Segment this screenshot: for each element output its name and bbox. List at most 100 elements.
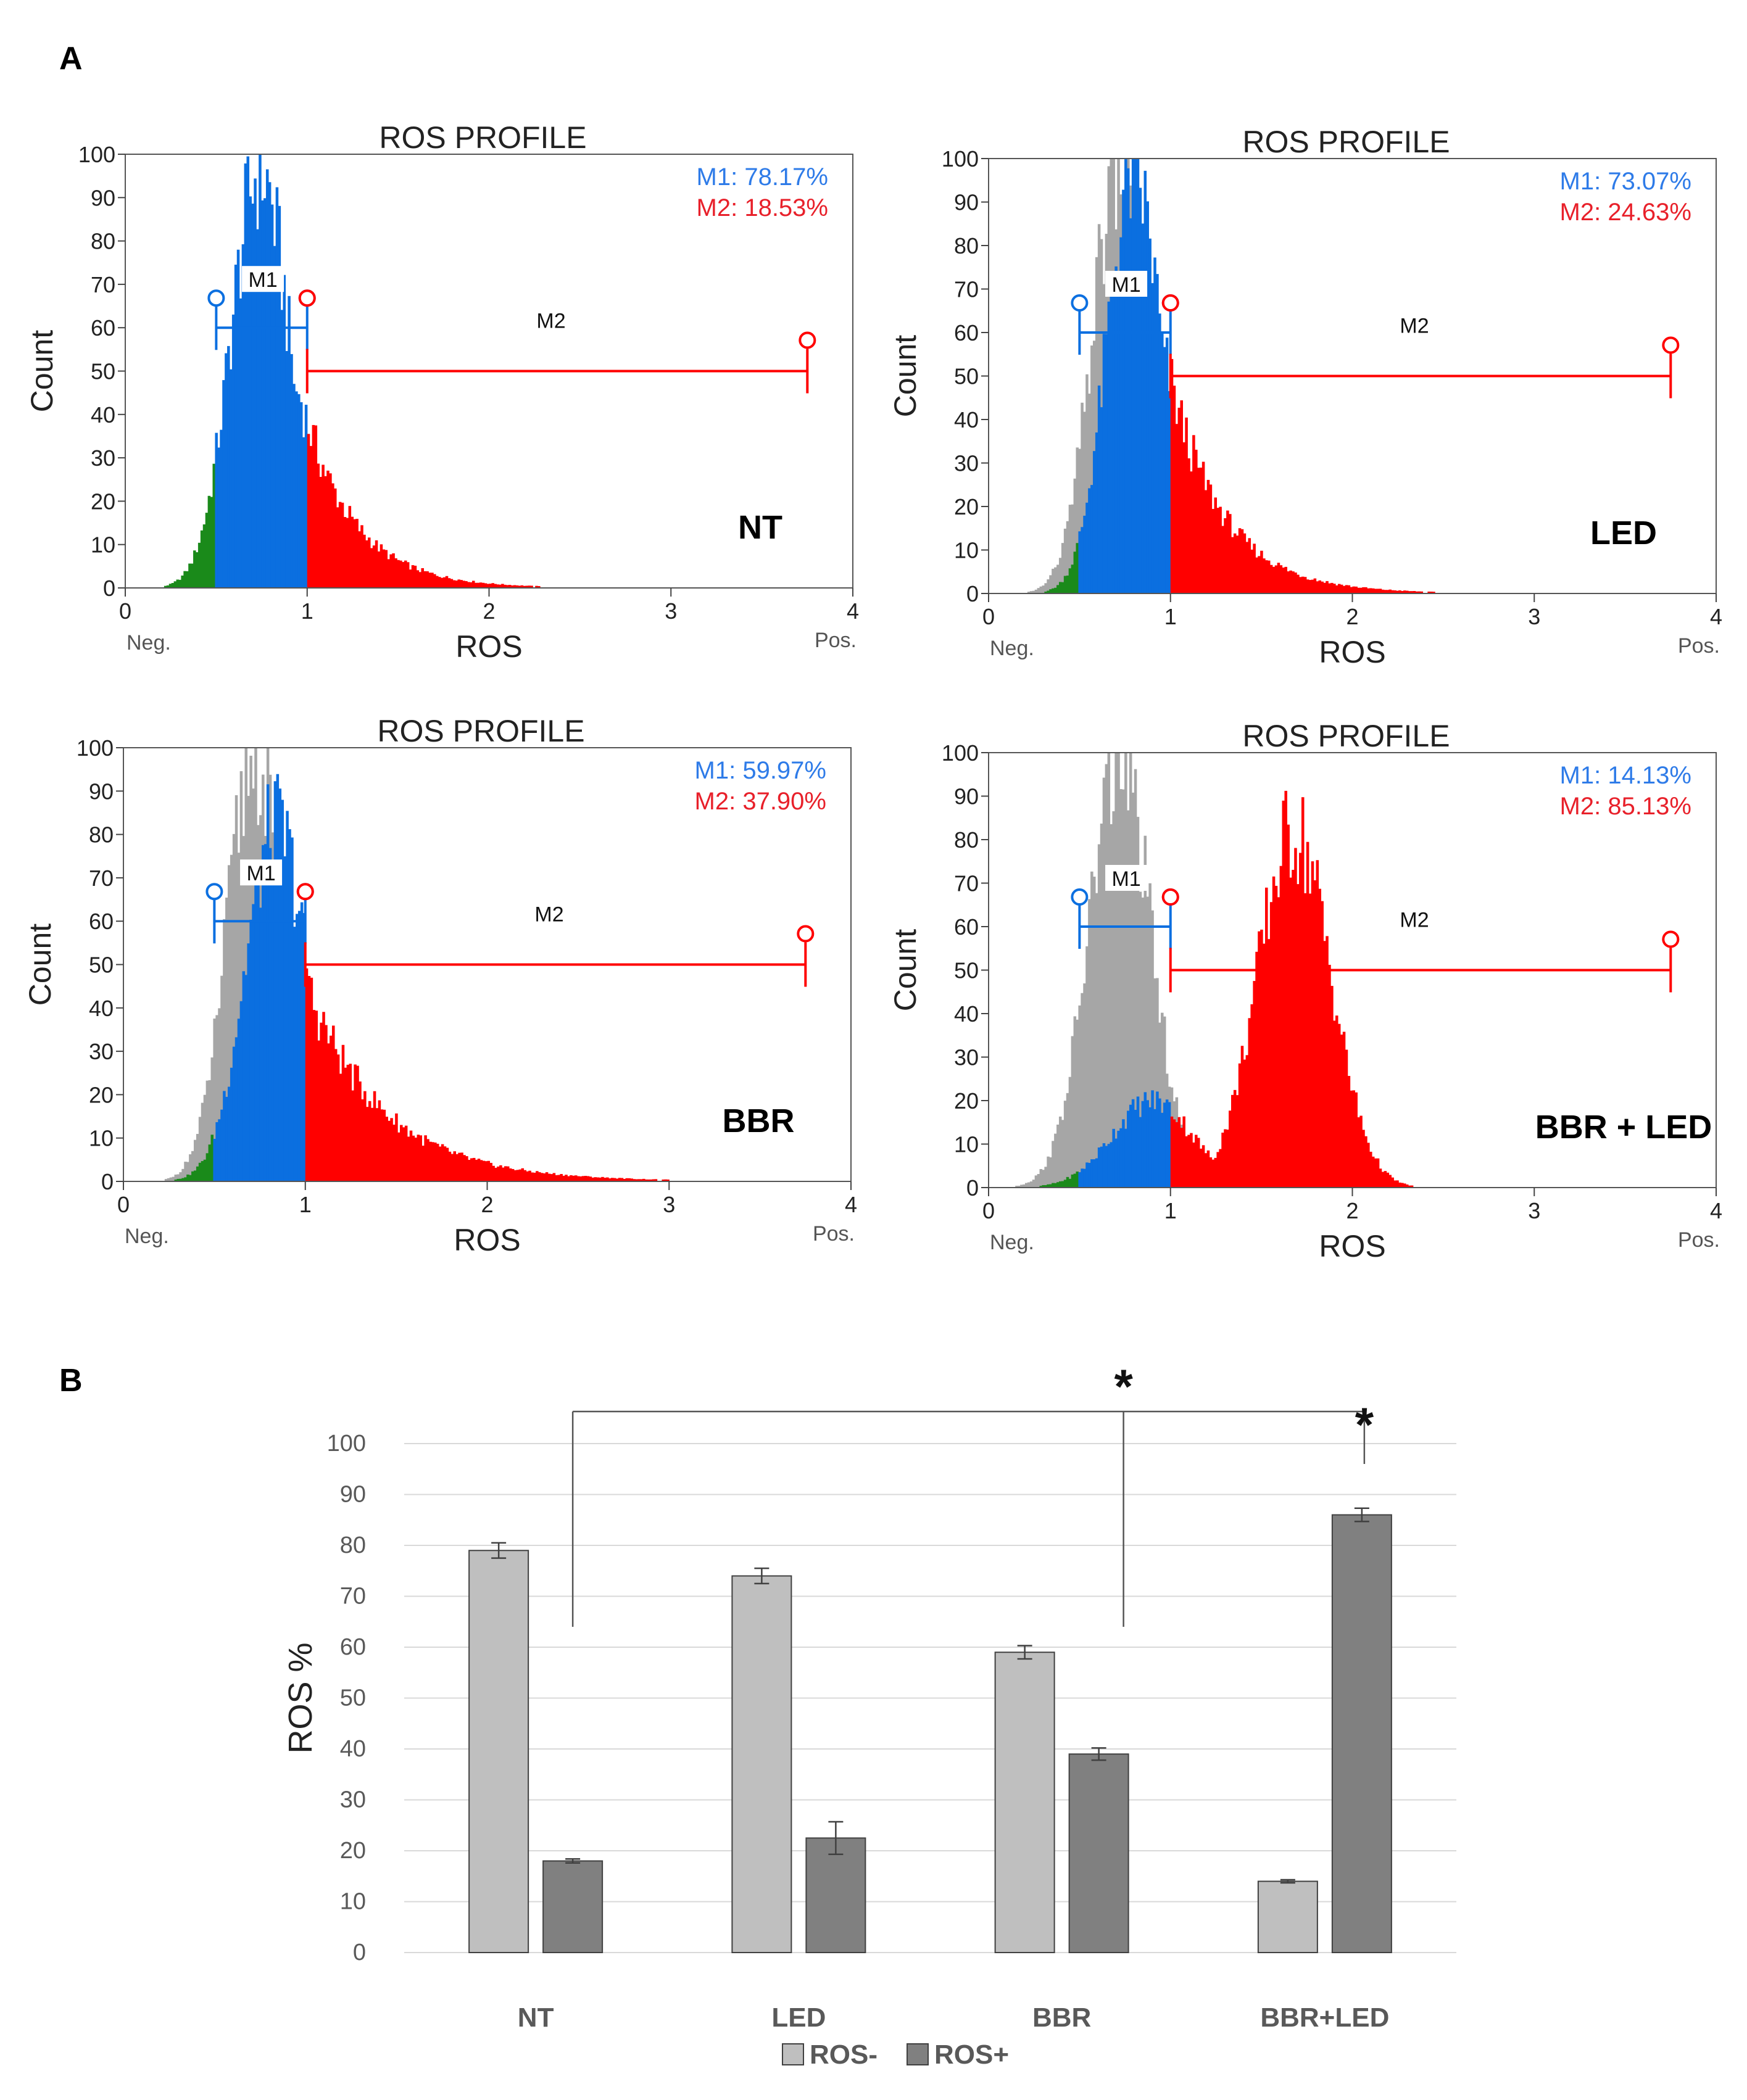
error-bar [1017, 1645, 1032, 1660]
histogram-bin [1081, 1168, 1084, 1188]
histogram-bin [1357, 587, 1360, 593]
histogram-bin [481, 582, 485, 588]
histogram-bin [1066, 1176, 1069, 1188]
pos-label: Pos. [813, 1222, 855, 1246]
histogram-bin [1297, 574, 1300, 593]
histogram-bin [1027, 1182, 1031, 1188]
m2-gate-handle [799, 331, 816, 349]
histogram-bin [377, 551, 381, 588]
histogram-bin [1330, 986, 1334, 1188]
x-tick-label: 0 [119, 598, 131, 624]
histogram-bin [283, 275, 286, 588]
histogram-bin [167, 1178, 170, 1181]
histogram-bin [1131, 1099, 1135, 1188]
histogram-bin [1342, 1031, 1346, 1188]
histogram-bin [1369, 1151, 1372, 1188]
histogram-bin [1335, 1015, 1338, 1188]
histogram-bin [1180, 1128, 1183, 1188]
histogram-bin [293, 927, 296, 1181]
y-axis-label: ROS % [282, 1642, 319, 1753]
histogram-bin [1054, 587, 1057, 593]
histogram-bin [1209, 484, 1213, 593]
histogram-bin [212, 463, 216, 588]
histogram-bin [1088, 1162, 1091, 1188]
histogram-bin [1326, 581, 1329, 593]
m2-gate-handle [797, 925, 815, 943]
histogram-bin [409, 569, 412, 588]
histogram-bin [1381, 1172, 1385, 1188]
y-tick-label: 100 [942, 146, 979, 172]
histogram-bin [1037, 588, 1040, 593]
histogram-bin [1371, 1156, 1375, 1188]
histogram-bin [1243, 1059, 1247, 1188]
histogram-bin [1092, 877, 1096, 1188]
pos-label: Pos. [1678, 634, 1720, 658]
histogram-bin [1112, 290, 1115, 593]
condition-label: NT [738, 509, 782, 546]
histogram-bin [1044, 591, 1047, 593]
m2-gate-marker: M2 [1161, 294, 1680, 399]
histogram-bin [1405, 1184, 1409, 1188]
m1-label: M1 [248, 268, 277, 292]
histogram-bin [1061, 543, 1064, 593]
histogram-bin [1100, 1146, 1103, 1188]
y-tick-label: 70 [954, 871, 979, 896]
histogram-bin [1068, 568, 1072, 593]
histogram-bin [254, 864, 257, 1181]
histogram-bin [402, 1127, 405, 1181]
bar-ROS--BBR+LED [1257, 1880, 1318, 1953]
histogram-bin [1355, 1092, 1358, 1188]
x-tick-label: 3 [1528, 604, 1540, 629]
histogram-bin [635, 1179, 638, 1181]
histogram-bin [460, 580, 463, 588]
histogram-bin [397, 1132, 400, 1181]
histogram-bin [1090, 345, 1093, 593]
histogram-bin [586, 1176, 590, 1181]
histogram-bin [290, 353, 293, 588]
histogram-bin [225, 1096, 228, 1181]
histogram-bin [1049, 1157, 1052, 1188]
x-tick-label: 1 [299, 1192, 312, 1217]
histogram-bin [222, 380, 225, 588]
histogram-bin [309, 445, 313, 588]
histogram-bin [1313, 880, 1317, 1188]
histogram-bin [1410, 591, 1414, 593]
x-category-label: NT [518, 2003, 554, 2033]
histogram-bin [1124, 1128, 1127, 1188]
histogram-bin [628, 1178, 631, 1181]
histogram-bin [1095, 257, 1098, 593]
histogram-bin [426, 571, 429, 588]
histogram-bin [351, 516, 354, 588]
histogram-bin [1393, 590, 1396, 593]
pos-label: Pos. [1678, 1228, 1720, 1252]
histogram-bin [1151, 910, 1154, 1188]
histogram-bin [1258, 556, 1261, 593]
histogram-bin [186, 571, 189, 588]
histogram-bin [1248, 538, 1251, 593]
sample-histogram [164, 154, 541, 589]
m2-gate-marker: M2 [298, 289, 816, 394]
histogram-bin [1141, 223, 1145, 594]
x-tick-label: 2 [481, 1192, 493, 1217]
histogram-bin [1255, 557, 1258, 593]
histogram-bin [169, 1177, 173, 1181]
histogram-bin [208, 1080, 212, 1181]
histogram-bin [452, 580, 456, 588]
histogram-bin [1136, 159, 1140, 593]
histogram-bin [1398, 590, 1401, 593]
histogram-bin [1398, 1182, 1401, 1188]
histogram-bin [189, 1154, 192, 1181]
y-tick-label: 90 [89, 779, 114, 804]
histogram-bin [1163, 1016, 1166, 1188]
histogram-bin [1153, 1109, 1156, 1188]
histogram-bin [1129, 1104, 1132, 1188]
histogram-bin [202, 524, 206, 588]
m2-gate-handle [1662, 336, 1680, 354]
m2-gate-marker: M2 [1161, 888, 1680, 993]
histogram-bin [521, 1168, 525, 1181]
m1-gate-handle [207, 289, 225, 307]
histogram-bin [448, 1151, 452, 1181]
y-tick-label: 90 [340, 1482, 366, 1508]
histogram-bin [1052, 1141, 1055, 1188]
histogram-bin [1260, 929, 1263, 1188]
